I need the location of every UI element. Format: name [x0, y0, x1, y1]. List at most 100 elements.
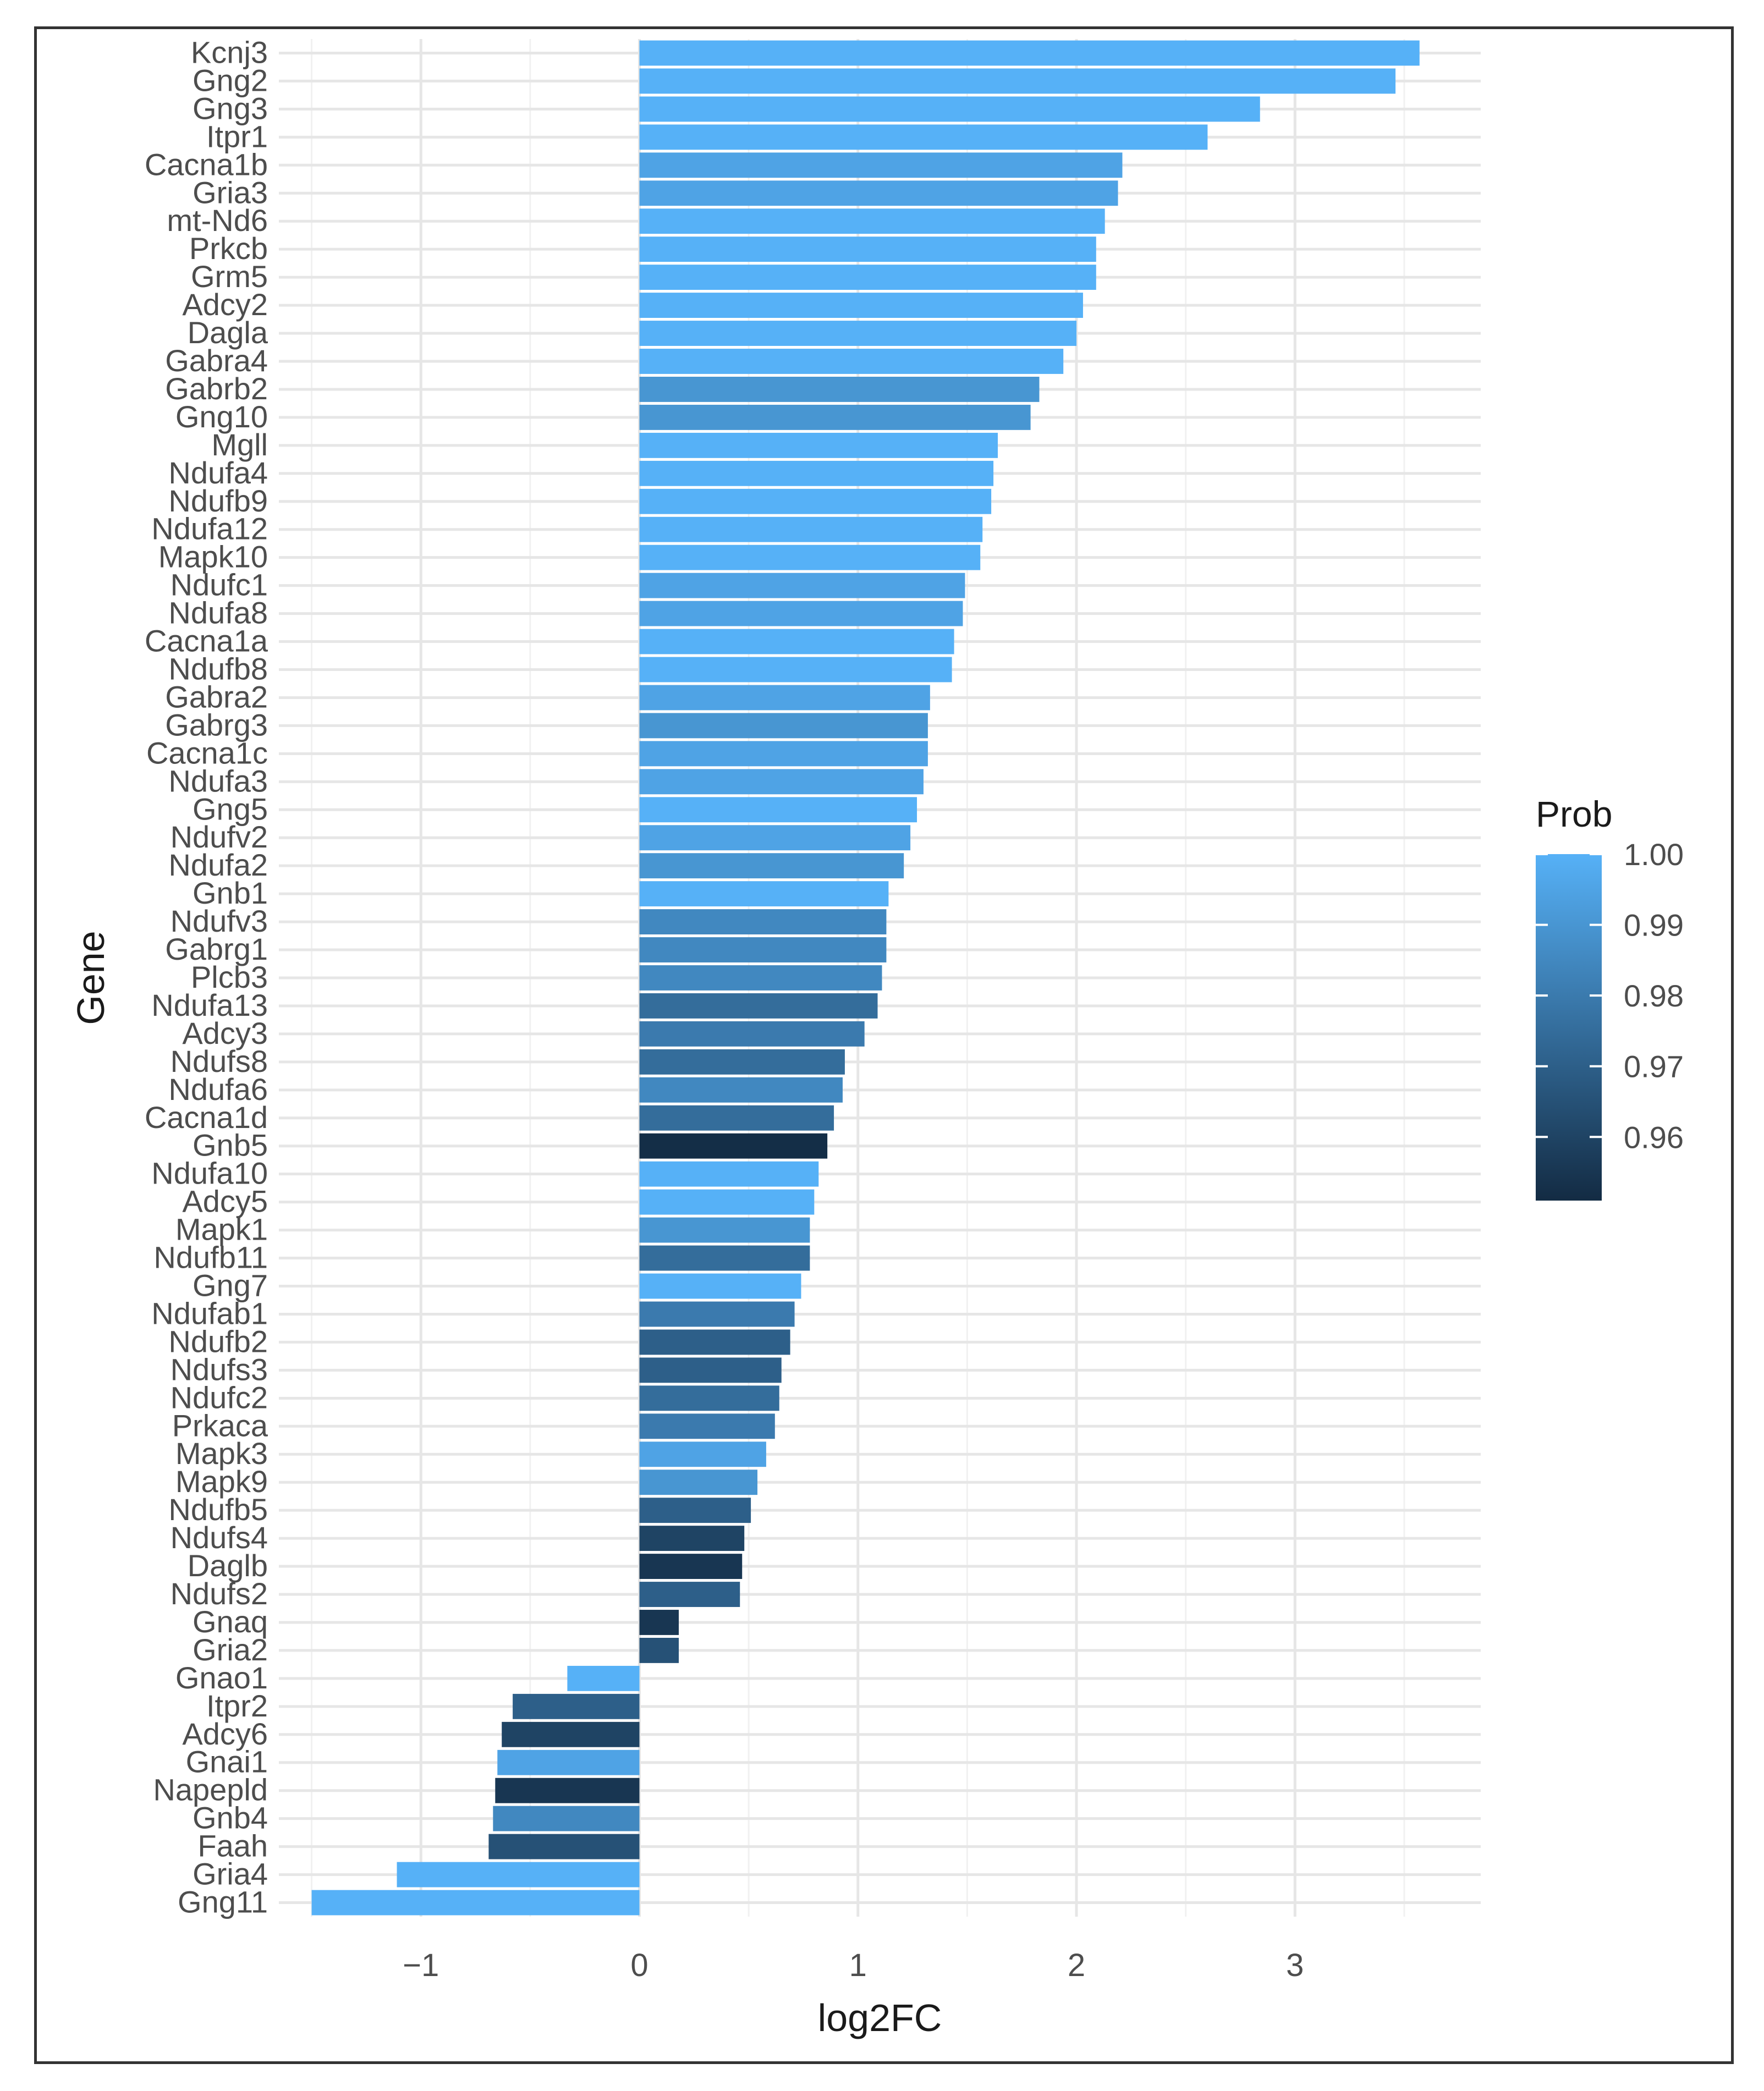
legend-tick-label: 0.97 — [1624, 1049, 1684, 1084]
y-tick-label: Ndufa13 — [151, 988, 268, 1022]
y-tick-label: Ndufc1 — [171, 568, 268, 602]
y-tick-label: Ndufs2 — [171, 1576, 268, 1611]
bar-Ndufc2 — [639, 1385, 779, 1411]
bar-Kcnj3 — [639, 40, 1420, 66]
bar-Cacna1a — [639, 629, 954, 654]
y-tick-label: Gnaq — [193, 1604, 268, 1639]
y-tick-label: Gabra4 — [165, 343, 268, 378]
bar-Ndufa6 — [639, 1077, 843, 1103]
bar-Gabrg3 — [639, 713, 928, 739]
bar-Gnai1 — [497, 1749, 640, 1775]
bar-Ndufab1 — [639, 1301, 795, 1327]
bar-Ndufs8 — [639, 1049, 845, 1075]
y-tick-label: Prkcb — [189, 231, 268, 266]
y-tick-label: Gria3 — [193, 175, 268, 210]
y-tick-label: Itpr2 — [206, 1688, 268, 1723]
y-tick-label: Gabrb2 — [165, 371, 268, 406]
bar-Gng5 — [639, 797, 917, 823]
y-tick-label: Ndufa2 — [168, 848, 268, 882]
bar-Ndufa13 — [639, 993, 878, 1019]
y-tick-label: Cacna1d — [145, 1100, 268, 1135]
bar-chart: Kcnj3Gng2Gng3Itpr1Cacna1bGria3mt-Nd6Prkc… — [69, 35, 1684, 2039]
y-tick-label: Cacna1a — [145, 624, 268, 658]
y-tick-label: Ndufa6 — [168, 1072, 268, 1107]
bar-Gnaq — [639, 1610, 679, 1635]
legend-tick-label: 0.96 — [1624, 1120, 1684, 1154]
bar-Gria3 — [639, 180, 1118, 206]
bar-Ndufa4 — [639, 460, 994, 486]
bar-mt-Nd6 — [639, 208, 1105, 234]
y-tick-label: Ndufb5 — [168, 1492, 268, 1527]
bar-Mapk3 — [639, 1441, 766, 1467]
bar-Dagla — [639, 321, 1077, 346]
bar-Gng3 — [639, 96, 1260, 122]
bar-Ndufa3 — [639, 769, 924, 795]
bars — [311, 40, 1420, 1916]
legend-tick-label: 0.98 — [1624, 978, 1684, 1013]
y-tick-label: Gria4 — [193, 1857, 268, 1891]
bar-Gng11 — [311, 1890, 640, 1916]
y-tick-label: Adcy3 — [182, 1016, 268, 1050]
bar-Ndufb9 — [639, 488, 992, 514]
y-tick-label: Gnb5 — [193, 1128, 268, 1163]
color-legend: Prob 1.00 0.99 0.98 0.97 0.96 — [1536, 794, 1684, 1201]
bar-Ndufs2 — [639, 1582, 740, 1607]
y-tick-label: Ndufab1 — [151, 1296, 268, 1330]
y-tick-label: Ndufa10 — [151, 1156, 268, 1191]
y-axis-title: Gene — [69, 931, 112, 1025]
bar-Gria4 — [397, 1862, 640, 1888]
y-tick-label: Ndufs3 — [171, 1352, 268, 1386]
x-tick-label: 0 — [630, 1947, 648, 1983]
legend-colorbar — [1536, 854, 1602, 1201]
bar-Gng10 — [639, 404, 1031, 430]
bar-Adcy5 — [639, 1189, 815, 1215]
bar-Gnb5 — [639, 1133, 828, 1159]
y-tick-label: Mapk3 — [175, 1436, 268, 1471]
bar-Plcb3 — [639, 965, 882, 991]
bar-Mapk1 — [639, 1217, 810, 1243]
y-tick-label: Gnai1 — [186, 1745, 268, 1779]
x-tick-label: 3 — [1286, 1947, 1304, 1983]
y-tick-label: Gng2 — [193, 63, 268, 97]
bar-Ndufs3 — [639, 1357, 782, 1383]
bar-Ndufv3 — [639, 909, 887, 935]
bar-Itpr2 — [513, 1693, 640, 1719]
y-tick-label: Ndufb8 — [168, 651, 268, 686]
y-tick-label: Ndufa4 — [168, 455, 268, 490]
bar-Ndufa2 — [639, 853, 904, 879]
y-tick-label: Kcnj3 — [191, 35, 268, 69]
bar-Ndufc1 — [639, 573, 965, 598]
y-tick-label: Ndufb9 — [168, 483, 268, 518]
y-tick-label: Gng10 — [175, 399, 268, 434]
y-tick-label: Ndufs8 — [171, 1044, 268, 1078]
bar-Gabra4 — [639, 349, 1064, 374]
y-tick-label: Mapk1 — [175, 1212, 268, 1247]
y-tick-label: Faah — [197, 1829, 268, 1863]
y-tick-labels: Kcnj3Gng2Gng3Itpr1Cacna1bGria3mt-Nd6Prkc… — [145, 35, 268, 1919]
y-tick-label: Gnb4 — [193, 1801, 268, 1835]
bar-Ndufb11 — [639, 1245, 810, 1271]
bar-Ndufs4 — [639, 1526, 745, 1551]
bar-Gng2 — [639, 68, 1396, 94]
y-tick-label: Gria2 — [193, 1632, 268, 1667]
y-tick-label: Plcb3 — [191, 960, 268, 994]
bar-Ndufa10 — [639, 1161, 819, 1187]
bar-Ndufv2 — [639, 825, 911, 851]
y-tick-label: Mgll — [211, 427, 268, 462]
y-tick-label: Gnb1 — [193, 876, 268, 910]
bar-Cacna1b — [639, 152, 1123, 178]
y-tick-label: Ndufa3 — [168, 763, 268, 798]
bar-Gria2 — [639, 1637, 679, 1663]
y-tick-label: Adcy5 — [182, 1184, 268, 1219]
y-tick-label: Adcy6 — [182, 1716, 268, 1751]
y-tick-label: Ndufv3 — [171, 904, 268, 938]
y-tick-label: Mapk10 — [158, 540, 268, 574]
bar-Grm5 — [639, 265, 1096, 290]
y-tick-label: Gng3 — [193, 91, 268, 125]
y-tick-label: Gng5 — [193, 791, 268, 826]
y-tick-label: Cacna1c — [146, 735, 268, 770]
figure-frame: Kcnj3 Gng2 Gng3 Itpr1 Cacna1b Gria3 mt-Nd6 Prkc… — [34, 26, 1734, 2064]
y-tick-label: Gnao1 — [175, 1660, 268, 1695]
bar-Gng7 — [639, 1273, 801, 1299]
bar-Mapk9 — [639, 1470, 758, 1495]
